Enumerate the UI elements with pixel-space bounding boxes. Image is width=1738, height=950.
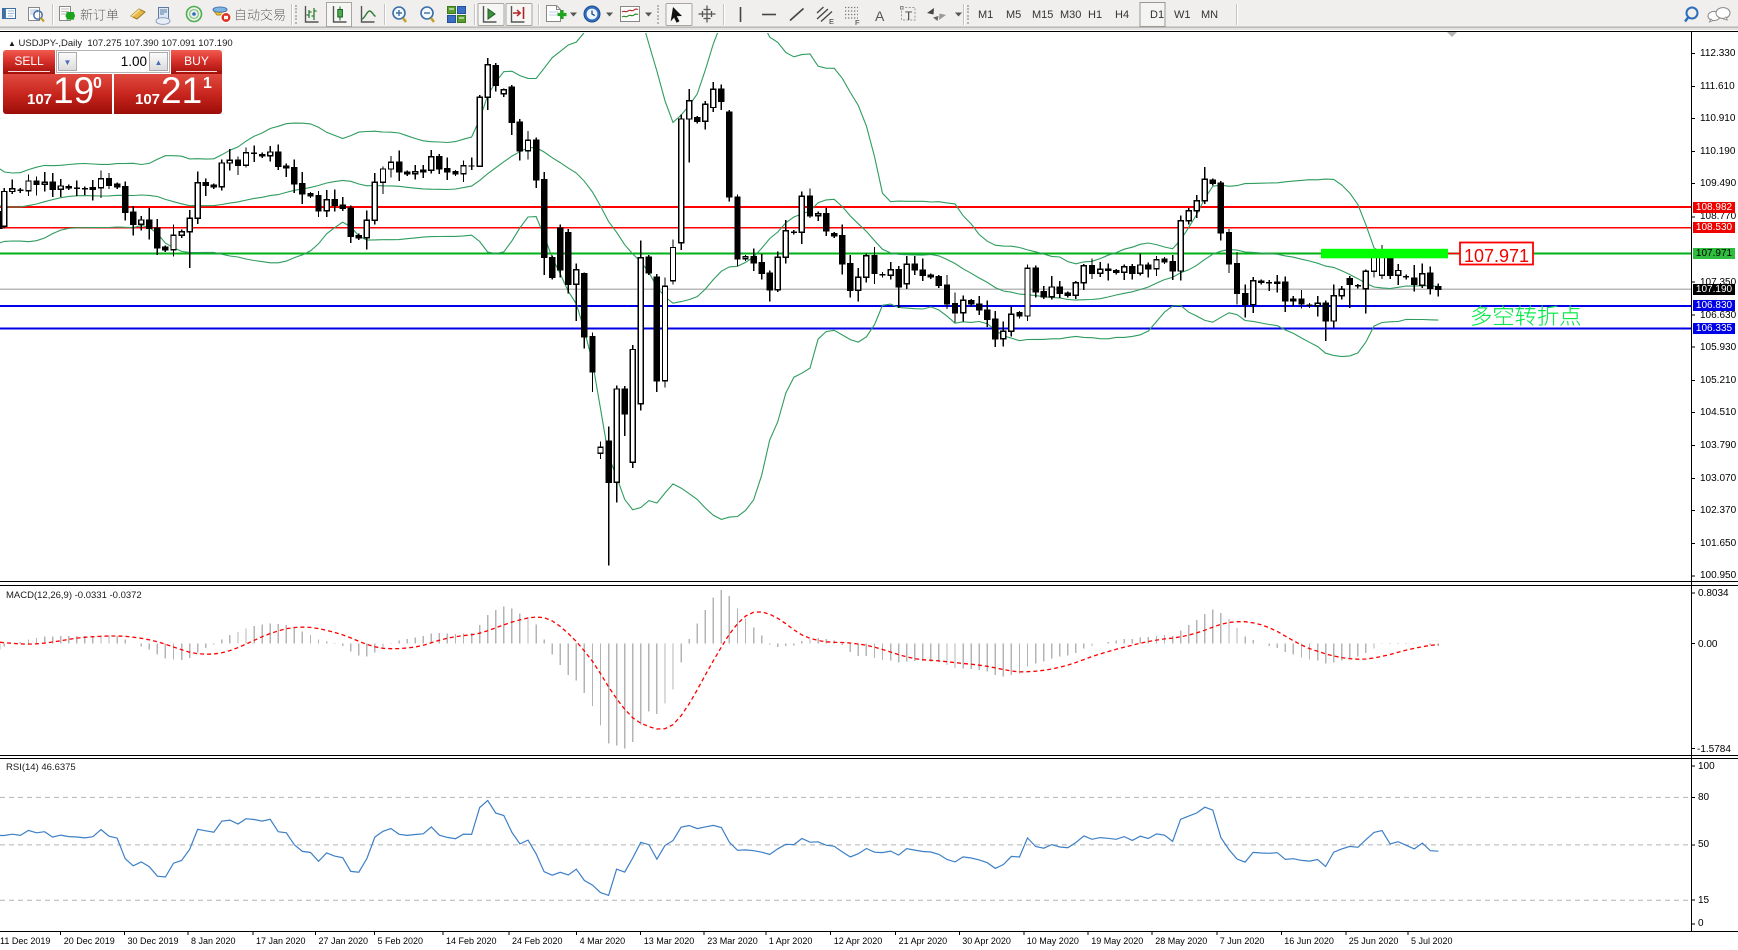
svg-text:E: E: [829, 17, 834, 26]
svg-text:F: F: [855, 18, 860, 27]
